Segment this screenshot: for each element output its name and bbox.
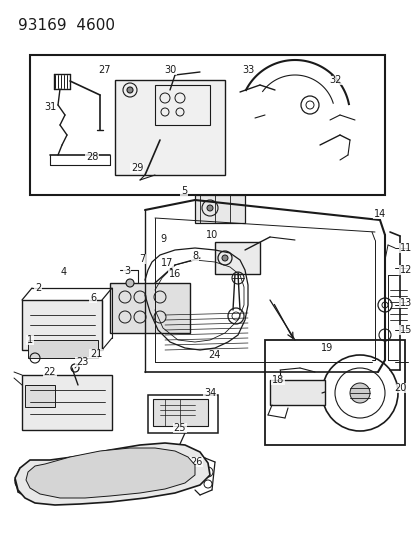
Text: 7: 7 — [138, 254, 145, 264]
Text: 25: 25 — [173, 423, 186, 433]
Polygon shape — [26, 448, 195, 498]
Text: 12: 12 — [399, 265, 411, 275]
Bar — [22, 375, 112, 430]
Bar — [28, 340, 98, 358]
Bar — [154, 456, 185, 484]
Bar — [25, 385, 55, 407]
Bar — [264, 340, 404, 445]
Circle shape — [127, 87, 133, 93]
Text: 24: 24 — [207, 350, 220, 360]
Bar — [153, 399, 207, 426]
Text: 32: 32 — [329, 75, 342, 85]
Text: 26: 26 — [189, 457, 202, 467]
Circle shape — [349, 383, 369, 403]
Text: 31: 31 — [44, 102, 56, 112]
Bar — [214, 242, 259, 274]
Bar — [110, 283, 190, 333]
Text: 33: 33 — [241, 65, 254, 75]
Text: 14: 14 — [373, 209, 385, 219]
Bar — [22, 300, 102, 350]
Text: 4: 4 — [61, 267, 67, 277]
Text: 23: 23 — [76, 357, 88, 367]
Text: 1: 1 — [27, 335, 33, 345]
Text: 5: 5 — [180, 186, 187, 196]
Polygon shape — [15, 443, 209, 505]
Bar — [30, 55, 384, 195]
Bar — [154, 85, 209, 125]
Bar — [45, 464, 90, 492]
Text: 16: 16 — [169, 269, 181, 279]
Text: 29: 29 — [131, 163, 143, 173]
Text: 21: 21 — [90, 349, 102, 359]
Bar — [147, 395, 218, 433]
Text: 11: 11 — [399, 243, 411, 253]
Text: 9: 9 — [159, 234, 166, 244]
Text: 93169  4600: 93169 4600 — [18, 18, 115, 33]
Text: 10: 10 — [205, 230, 218, 240]
Text: 17: 17 — [160, 258, 173, 268]
Text: 15: 15 — [399, 325, 411, 335]
Circle shape — [221, 255, 228, 261]
Circle shape — [126, 279, 134, 287]
Text: 3: 3 — [123, 266, 130, 276]
Text: 30: 30 — [164, 65, 176, 75]
Text: 19: 19 — [320, 343, 332, 353]
Text: 2: 2 — [35, 283, 41, 293]
Text: 22: 22 — [44, 367, 56, 377]
Text: 13: 13 — [399, 298, 411, 308]
Bar — [115, 80, 224, 175]
Text: 34: 34 — [203, 388, 216, 398]
Bar — [269, 380, 324, 405]
Text: 28: 28 — [85, 152, 98, 162]
Circle shape — [206, 205, 212, 211]
Text: 6: 6 — [90, 293, 96, 303]
Text: 20: 20 — [393, 383, 405, 393]
Text: 8: 8 — [192, 251, 197, 261]
Bar — [100, 461, 150, 491]
Bar — [195, 195, 244, 223]
Text: 18: 18 — [271, 375, 283, 385]
Text: 27: 27 — [99, 65, 111, 75]
